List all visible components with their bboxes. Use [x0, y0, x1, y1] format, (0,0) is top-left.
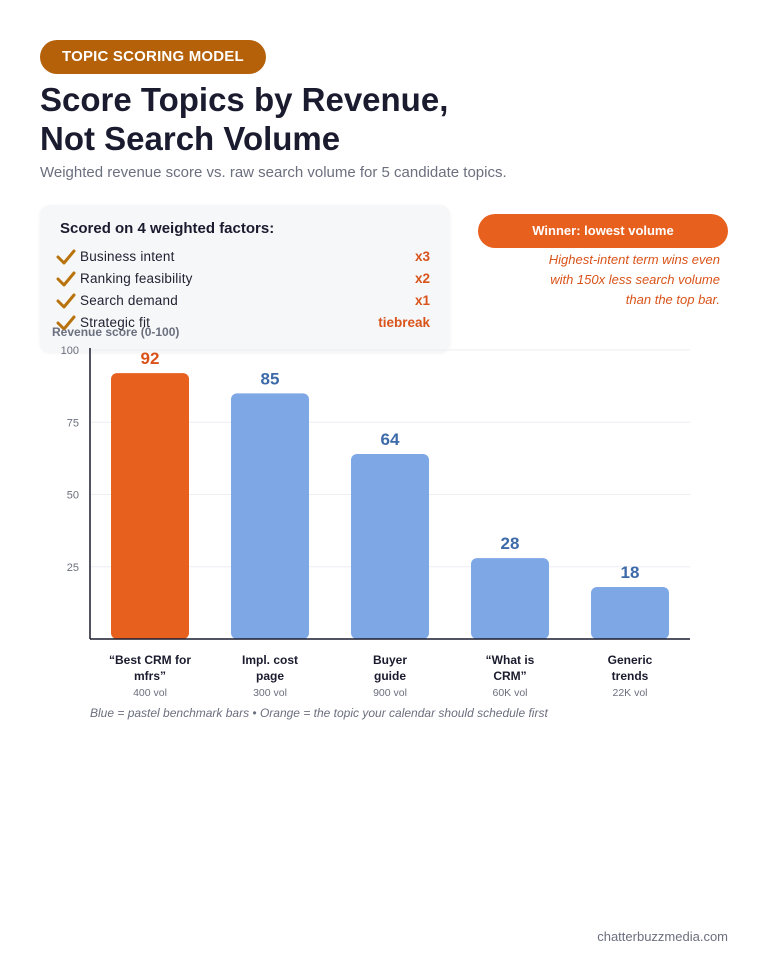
factors-title: Scored on 4 weighted factors:: [60, 220, 275, 237]
bar-value-label: 92: [141, 349, 160, 368]
y-axis-label: Revenue score (0-100): [52, 325, 179, 339]
site-url: chatterbuzzmedia.com: [597, 929, 728, 944]
x-category-label-line1: Generic: [608, 653, 653, 667]
factor-weight: tiebreak: [378, 315, 430, 330]
page-title: Score Topics by Revenue, Not Search Volu…: [40, 80, 640, 158]
factor-label: Strategic fit: [80, 315, 151, 330]
x-category-label-line2: page: [256, 669, 284, 683]
topic-badge: TOPIC SCORING MODEL: [40, 40, 266, 74]
x-category-label-line1: Buyer: [373, 653, 407, 667]
bar-value-label: 85: [261, 369, 280, 388]
factor-label: Business intent: [80, 249, 175, 264]
bar-value-label: 18: [621, 563, 640, 582]
x-category-label-line2: trends: [612, 669, 649, 683]
bar: [231, 393, 309, 639]
factor-label: Ranking feasibility: [80, 271, 193, 286]
y-tick-label: 50: [67, 490, 79, 502]
x-category-label-line2: guide: [374, 669, 406, 683]
x-category-volume: 300 vol: [253, 687, 287, 699]
bar: [111, 373, 189, 639]
revenue-bar-chart: 25 50 75 100 Revenue score (0-100) 92 “Best CR…: [52, 325, 690, 699]
bar-value-label: 64: [381, 430, 400, 449]
chart-footnote: Blue = pastel benchmark bars • Orange = …: [90, 706, 548, 720]
factor-item: Business intent x3: [56, 247, 430, 267]
factor-weight: x3: [414, 249, 430, 264]
winner-note: Highest-intent term wins even with 150x …: [500, 250, 720, 310]
checkmark-icon: [56, 293, 76, 309]
factor-item: Ranking feasibility x2: [56, 269, 430, 289]
y-tick-label: 100: [61, 345, 79, 357]
x-category-label-line2: mfrs”: [134, 669, 166, 683]
bar: [471, 558, 549, 639]
winner-note-line-3: than the top bar.: [625, 292, 720, 307]
factor-label: Search demand: [80, 293, 178, 308]
factor-weight: x1: [414, 293, 430, 308]
y-tick-label: 25: [67, 562, 79, 574]
winner-note-line-1: Highest-intent term wins even: [548, 252, 720, 267]
title-line-2: Not Search Volume: [40, 120, 341, 157]
page-subtitle: Weighted revenue score vs. raw search vo…: [40, 164, 507, 181]
checkmark-icon: [56, 271, 76, 287]
x-category-label-line2: CRM”: [493, 669, 526, 683]
x-category-volume: 60K vol: [492, 687, 527, 699]
x-category-volume: 900 vol: [373, 687, 407, 699]
winner-note-line-2: with 150x less search volume: [550, 272, 720, 287]
x-category-label-line1: “Best CRM for: [109, 653, 191, 667]
checkmark-icon: [56, 249, 76, 265]
factor-weight: x2: [414, 271, 430, 286]
factor-item: Search demand x1: [56, 291, 430, 311]
checkmark-icon: [56, 315, 76, 331]
y-tick-label: 75: [67, 417, 79, 429]
x-category-volume: 400 vol: [133, 687, 167, 699]
title-line-1: Score Topics by Revenue,: [40, 81, 449, 118]
bar: [351, 454, 429, 639]
bar-value-label: 28: [501, 534, 520, 553]
x-category-label-line1: “What is: [486, 653, 535, 667]
winner-pill: Winner: lowest volume: [478, 214, 728, 248]
x-category-label-line1: Impl. cost: [242, 653, 298, 667]
factors-card: Scored on 4 weighted factors: Business i…: [40, 205, 450, 352]
bar: [591, 586, 669, 639]
x-category-volume: 22K vol: [612, 687, 647, 699]
factor-item: Strategic fit tiebreak: [56, 313, 430, 333]
